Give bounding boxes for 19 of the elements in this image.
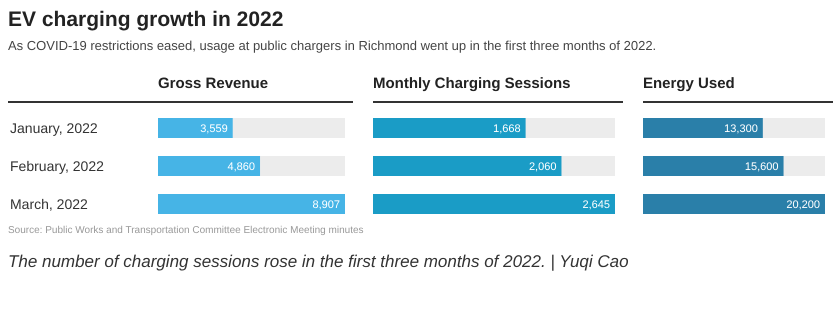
data-label: 2,645 [582, 198, 610, 211]
data-label: 1,668 [493, 122, 521, 135]
data-label: 4,860 [228, 160, 256, 173]
chart-subtitle: As COVID-19 restrictions eased, usage at public chargers in Richmond went up in the first three months of 2022. [8, 38, 658, 53]
chart-title: EV charging growth in 2022 [8, 8, 284, 32]
y-tick-label: March, 2022 [10, 196, 88, 212]
data-label: 13,300 [724, 122, 758, 135]
source-note: Source: Public Works and Transportation Committee Electronic Meeting minutes [8, 225, 365, 236]
data-label: 15,600 [744, 160, 779, 173]
data-label: 8,907 [312, 198, 340, 211]
data-label: 20,200 [786, 198, 820, 211]
y-tick-label: January, 2022 [10, 120, 98, 136]
y-tick-label: February, 2022 [10, 158, 104, 174]
text: The number of charging sessions rose in the first three months of 2022. | Yuqi Cao [8, 252, 630, 272]
x-axis-title: Monthly Charging Sessions [373, 71, 623, 103]
data-label: 2,060 [528, 160, 556, 173]
x-axis-title: Gross Revenue [8, 71, 353, 103]
data-label: 3,559 [200, 122, 228, 135]
x-axis-title: Energy Used [643, 71, 833, 103]
